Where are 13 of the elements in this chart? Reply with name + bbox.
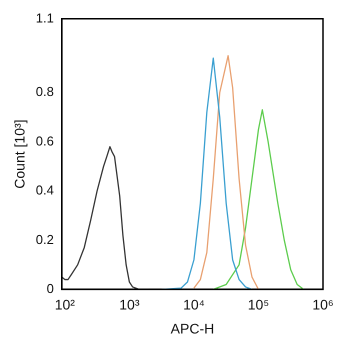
y-tick-label: 0.2	[36, 232, 54, 247]
y-axis-title: Count [10³]	[11, 119, 28, 189]
y-tick-label: 0.8	[36, 84, 54, 100]
x-tick-label: 10³	[119, 296, 140, 313]
y-tick-label: 0	[46, 280, 54, 296]
x-tick-label: 10⁵	[248, 296, 270, 313]
x-tick-label: 10²	[54, 296, 76, 313]
x-tick-label: 10⁶	[312, 296, 334, 313]
y-tick-label: 0.6	[36, 133, 54, 148]
x-axis-title: APC-H	[170, 320, 214, 336]
y-tick-label: 1.1	[36, 10, 54, 26]
x-tick-label: 10⁴	[183, 296, 205, 313]
y-tick-label: 0.4	[36, 182, 54, 198]
